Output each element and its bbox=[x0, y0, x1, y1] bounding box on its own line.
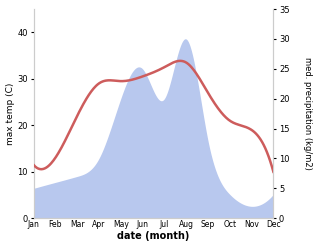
X-axis label: date (month): date (month) bbox=[117, 231, 190, 242]
Y-axis label: med. precipitation (kg/m2): med. precipitation (kg/m2) bbox=[303, 57, 313, 170]
Y-axis label: max temp (C): max temp (C) bbox=[5, 82, 15, 145]
